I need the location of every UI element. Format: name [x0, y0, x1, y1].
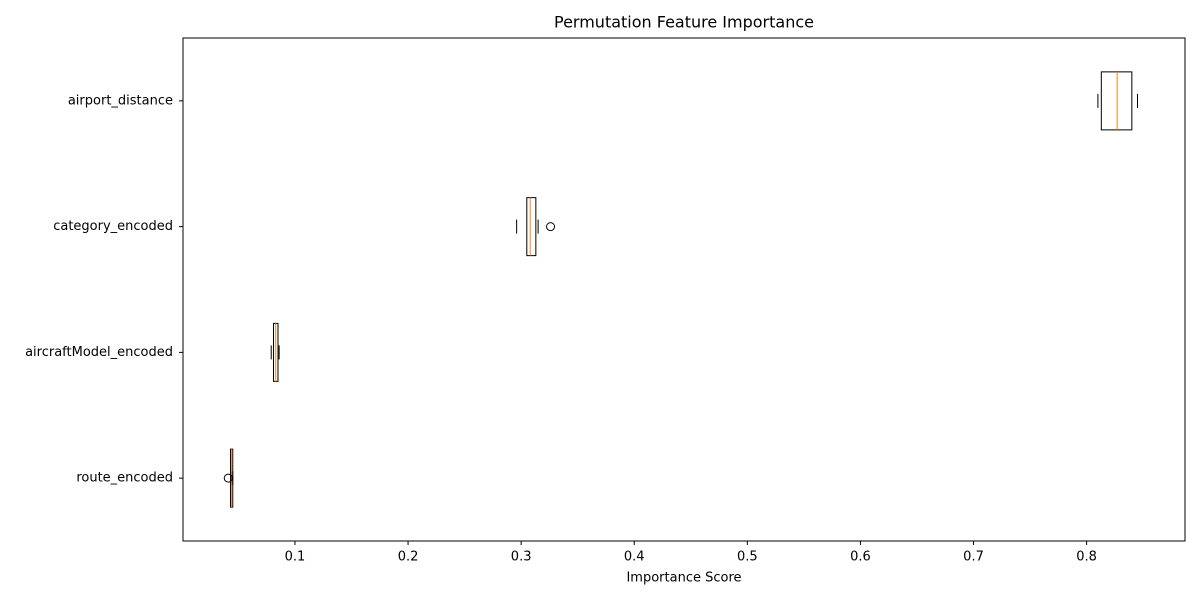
- x-axis-label: Importance Score: [626, 571, 741, 586]
- box: [1100, 71, 1133, 131]
- x-tick-label: 0.1: [285, 550, 306, 565]
- x-tick-label: 0.7: [963, 550, 984, 565]
- x-tick-label: 0.8: [1076, 550, 1097, 565]
- x-tick-label: 0.6: [850, 550, 871, 565]
- y-tick-label: aircraftModel_encoded: [25, 345, 173, 360]
- x-tick-label: 0.2: [398, 550, 419, 565]
- y-tick-label: route_encoded: [76, 471, 173, 486]
- chart-title: Permutation Feature Importance: [554, 13, 814, 32]
- y-tick-label: airport_distance: [68, 93, 173, 108]
- box: [526, 197, 537, 257]
- flier: [223, 473, 233, 483]
- x-tick-label: 0.3: [511, 550, 532, 565]
- plot-frame: [182, 37, 1186, 542]
- y-tick-label: category_encoded: [53, 219, 173, 234]
- flier: [546, 222, 556, 232]
- x-tick-label: 0.4: [624, 550, 645, 565]
- x-tick-label: 0.5: [737, 550, 758, 565]
